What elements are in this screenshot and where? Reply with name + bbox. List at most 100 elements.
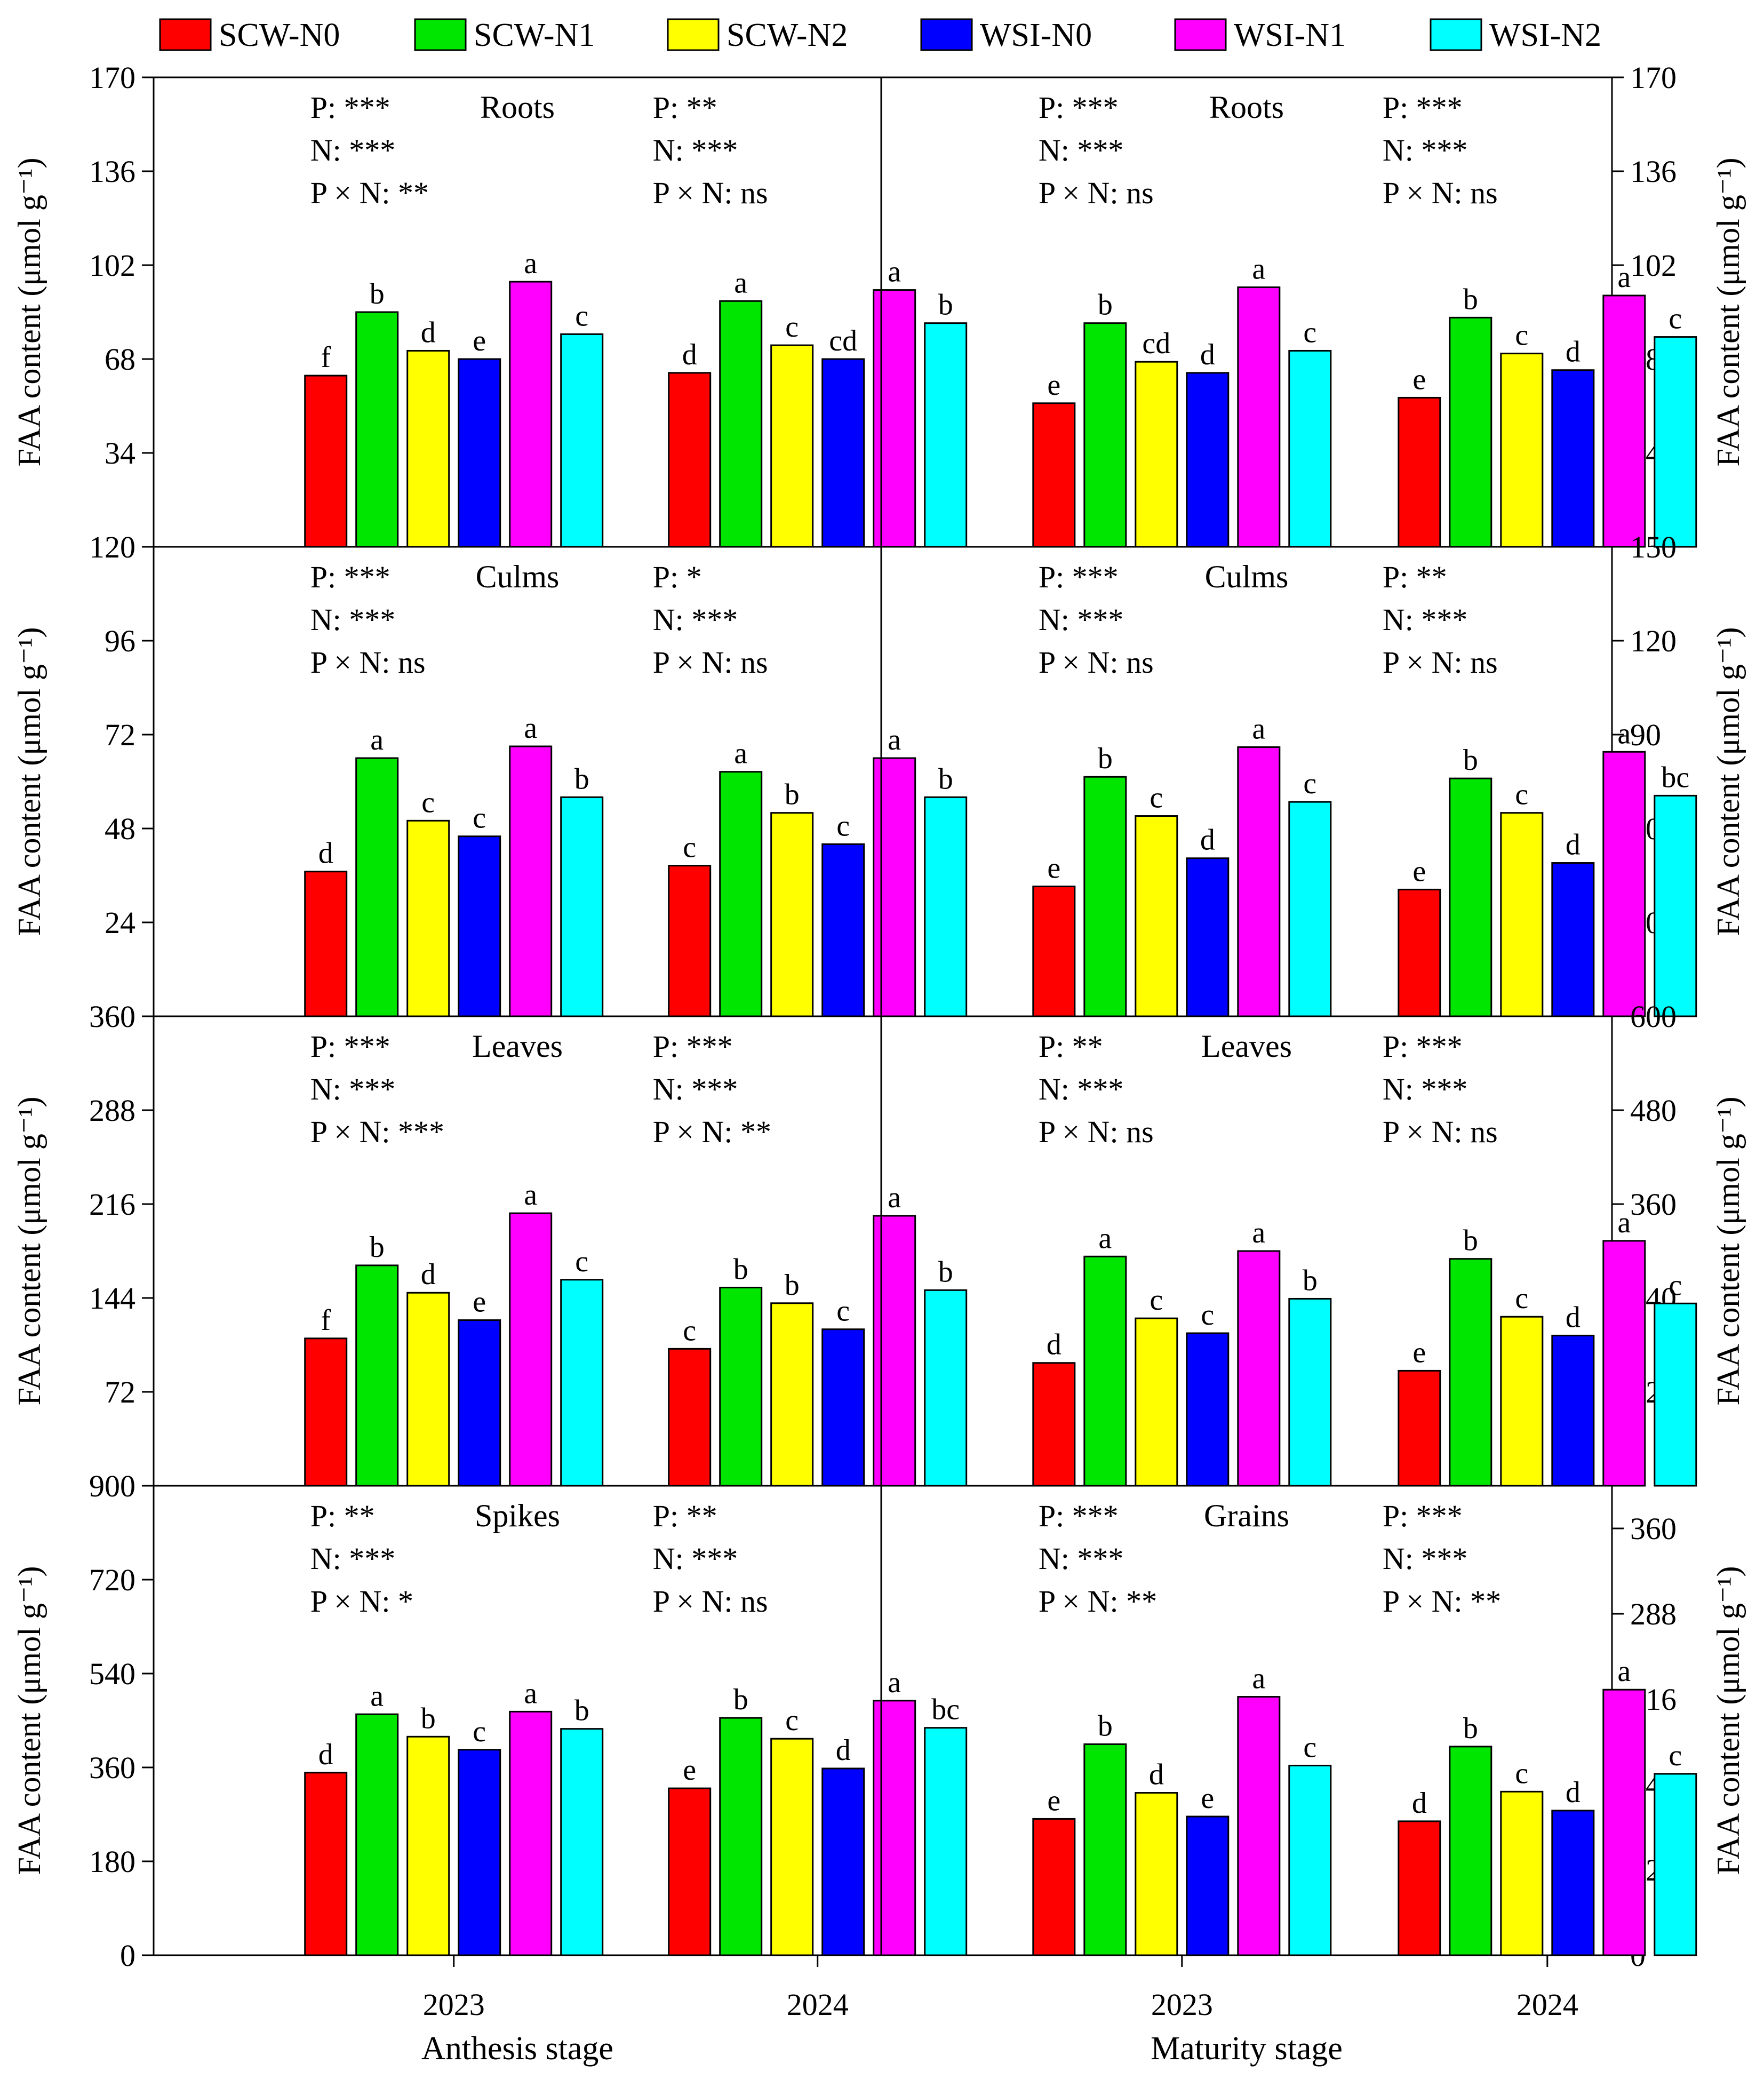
significance-letter: c (1150, 1284, 1163, 1317)
significance-letter: d (421, 1258, 436, 1291)
significance-letter: a (370, 723, 384, 756)
stage-label-maturity: Maturity stage (1151, 2030, 1343, 2067)
stat-n: N: *** (1383, 1072, 1468, 1106)
bar-scw-n2-2024 (1500, 1316, 1544, 1487)
legend-swatch-wsi-n1 (1174, 18, 1227, 51)
stat-pxn: P × N: ** (653, 1114, 771, 1149)
significance-letter: e (1201, 1782, 1214, 1815)
y-tick-label: 102 (1630, 248, 1677, 283)
bar-wsi-n1-2023 (1237, 1696, 1281, 1956)
bar-scw-n0-2023 (1032, 886, 1076, 1017)
significance-letter: c (1303, 316, 1316, 349)
panel-title: Culms (476, 559, 560, 594)
bar-wsi-n2-2023 (560, 796, 604, 1017)
y-tick-label: 360 (1630, 1511, 1677, 1546)
bar-wsi-n1-2023 (509, 281, 553, 548)
panel-culms-anthesis: 24 48 72 96 120 d a c c a b P: *** N: *** P × N: ns c a… (89, 530, 968, 1017)
bar-wsi-n0-2024 (821, 358, 865, 548)
legend-label-wsi-n0: WSI-N0 (980, 17, 1092, 53)
bar-scw-n1-2024 (719, 1717, 763, 1956)
bar-scw-n2-2023 (1135, 1792, 1178, 1956)
significance-letter: a (1098, 1222, 1112, 1255)
bar-scw-n0-2024 (668, 1787, 712, 1956)
stat-p: P: *** (310, 90, 390, 125)
bar-wsi-n0-2023 (1186, 857, 1230, 1017)
bar-scw-n2-2023 (406, 1292, 450, 1487)
significance-letter: c (785, 310, 799, 344)
bar-scw-n0-2024 (1398, 396, 1441, 548)
significance-letter: b (938, 762, 953, 795)
bar-wsi-n1-2024 (1602, 751, 1646, 1017)
significance-letter: a (734, 266, 747, 299)
bar-scw-n0-2024 (668, 1348, 712, 1487)
panel-title: Roots (480, 90, 555, 125)
bar-scw-n2-2024 (770, 344, 814, 548)
significance-letter: e (1047, 852, 1060, 885)
bar-scw-n1-2023 (1083, 322, 1127, 548)
bar-scw-n1-2024 (719, 300, 763, 548)
legend-swatch-scw-n2 (667, 18, 720, 51)
stat-pxn: P × N: *** (310, 1114, 444, 1149)
bar-scw-n0-2023 (1032, 402, 1076, 548)
significance-letter: c (1669, 1739, 1682, 1772)
y-axis-title-right: FAA content (μmol g⁻¹) (1711, 627, 1746, 936)
legend-swatch-wsi-n2 (1430, 18, 1482, 51)
bar-scw-n1-2024 (1449, 1258, 1492, 1487)
panel-roots-maturity: 3468102136170ebcddacP: ***N: ***P × N: n… (880, 60, 1697, 548)
stage-label-anthesis: Anthesis stage (421, 2030, 613, 2067)
y-tick-label: 540 (89, 1656, 135, 1691)
y-tick-label: 170 (89, 60, 135, 95)
stat-p: P: *** (1039, 1499, 1119, 1533)
stat-p: P: *** (1383, 90, 1463, 125)
significance-letter: cd (1142, 327, 1170, 360)
y-tick-label: 900 (89, 1469, 135, 1503)
x-tick-label: 2023 (423, 1987, 485, 2022)
y-axis-title-right: FAA content (μmol g⁻¹) (1711, 1097, 1746, 1406)
bar-wsi-n1-2024 (1602, 294, 1646, 548)
stat-n: N: *** (1383, 1541, 1468, 1576)
significance-letter: b (1463, 744, 1478, 777)
significance-letter: c (836, 809, 850, 842)
stat-pxn: P × N: ** (310, 176, 429, 210)
significance-letter: a (1617, 1655, 1631, 1688)
stat-n: N: *** (310, 1541, 396, 1576)
y-tick-label: 72 (105, 1375, 135, 1409)
bar-wsi-n0-2023 (458, 835, 501, 1017)
bar-scw-n1-2023 (1083, 776, 1127, 1017)
stat-pxn: P × N: ns (1039, 645, 1154, 680)
significance-letter: d (836, 1734, 851, 1767)
bar-wsi-n1-2023 (509, 1710, 553, 1956)
significance-letter: a (524, 712, 537, 745)
bar-wsi-n2-2024 (924, 796, 968, 1017)
y-tick-label: 102 (89, 248, 135, 283)
y-tick-label: 34 (105, 436, 135, 471)
significance-letter: d (1412, 1787, 1427, 1820)
bar-wsi-n0-2024 (1551, 1810, 1595, 1956)
significance-letter: b (733, 1683, 748, 1716)
y-tick-label: 180 (89, 1844, 135, 1879)
y-tick-label: 288 (89, 1093, 135, 1128)
significance-letter: c (1303, 767, 1316, 800)
bar-wsi-n0-2023 (1186, 1815, 1230, 1956)
bar-scw-n2-2023 (406, 349, 450, 548)
panel-culms-maturity: 306090120150ebcdacP: ***N: ***P × N: nse… (880, 530, 1697, 1017)
y-tick-label: 150 (1630, 530, 1677, 564)
panel-title: Leaves (1201, 1029, 1292, 1064)
panel-leaves-anthesis: 72 144 216 288 360 f b d e a c P: *** N: *** P × N: *… (89, 999, 968, 1487)
bar-wsi-n0-2024 (821, 1328, 865, 1487)
bar-wsi-n2-2023 (1288, 1764, 1332, 1956)
significance-letter: b (421, 1702, 436, 1735)
x-tick-label: 2023 (1151, 1987, 1213, 2022)
bar-scw-n0-2023 (304, 375, 348, 548)
bar-scw-n2-2023 (406, 819, 450, 1017)
significance-letter: c (1669, 302, 1682, 336)
significance-letter: f (321, 1304, 331, 1337)
bar-wsi-n1-2024 (1602, 1688, 1646, 1956)
bar-wsi-n2-2023 (1288, 1297, 1332, 1487)
significance-letter: a (1252, 252, 1265, 285)
y-axis-title-left: FAA content (μmol g⁻¹) (12, 158, 47, 467)
bar-wsi-n1-2023 (1237, 746, 1281, 1017)
significance-letter: c (473, 802, 486, 835)
panel-title: Leaves (472, 1029, 563, 1064)
bar-wsi-n1-2024 (873, 757, 916, 1017)
